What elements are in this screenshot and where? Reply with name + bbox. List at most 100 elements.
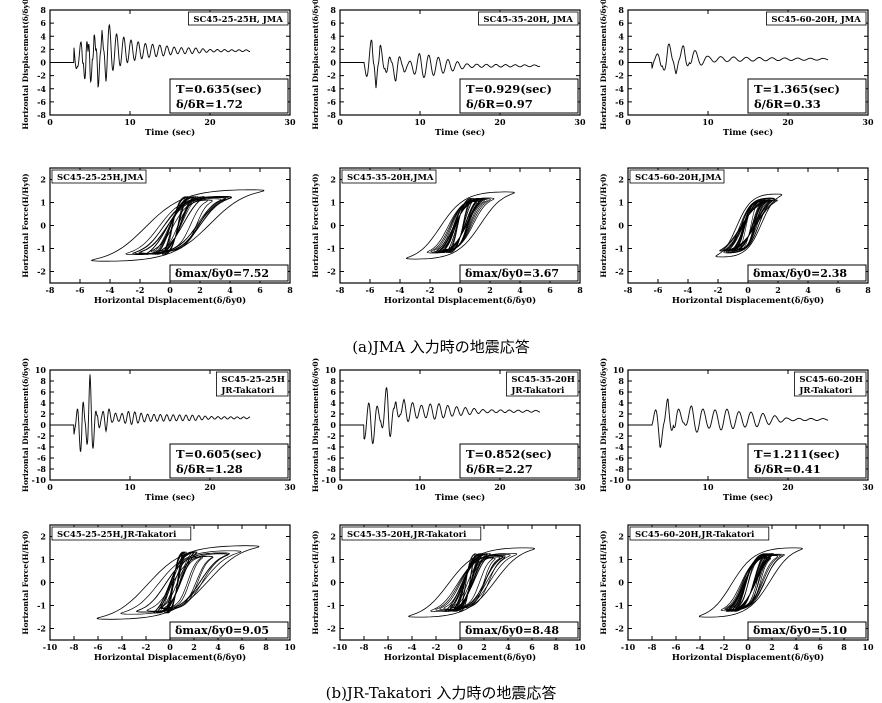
annotation-period: T=1.211(sec): [754, 447, 840, 461]
annotation-ratio: δmax/δy0=3.67: [465, 267, 559, 280]
x-axis-label: Time (sec): [435, 492, 485, 503]
x-tick-label: 0: [625, 117, 631, 127]
y-tick-label: 4: [330, 398, 336, 408]
y-axis-label: Horizontal Force(H/Hy0): [21, 530, 30, 634]
x-axis-label: Time (sec): [723, 127, 773, 138]
y-tick-label: -6: [37, 97, 46, 107]
x-tick-label: 10: [862, 642, 874, 652]
y-tick-label: -4: [37, 84, 46, 94]
y-tick-label: -2: [37, 431, 46, 441]
x-tick-label: 2: [481, 642, 487, 652]
y-axis-label: Horizontal Displacement(δ/δy0): [21, 0, 30, 130]
y-tick-label: 4: [40, 398, 46, 408]
y-tick-label: 2: [618, 175, 624, 185]
y-tick-label: -2: [327, 71, 336, 81]
x-tick-label: 30: [862, 482, 874, 492]
y-tick-label: -10: [322, 475, 337, 485]
x-tick-label: -4: [396, 285, 405, 295]
annotation-ratio: δmax/δy0=8.48: [465, 624, 559, 637]
x-tick-label: -4: [408, 642, 417, 652]
x-tick-label: -6: [654, 285, 663, 295]
y-tick-label: 2: [330, 44, 336, 54]
x-tick-label: 2: [191, 642, 197, 652]
y-tick-label: 1: [40, 198, 46, 208]
y-tick-label: 8: [618, 376, 624, 386]
x-axis-label: Time (sec): [723, 492, 773, 503]
y-tick-label: -2: [615, 71, 624, 81]
x-tick-label: 6: [835, 285, 841, 295]
y-tick-label: -4: [615, 442, 624, 452]
x-axis-label: Horizontal Displacement(δ/δy0): [672, 295, 824, 306]
caption-b: (b)JR-Takatori 入力時の地震応答: [326, 684, 557, 702]
x-tick-label: 2: [197, 285, 203, 295]
y-tick-label: -2: [37, 71, 46, 81]
annotation-period: T=0.929(sec): [466, 82, 552, 96]
x-tick-label: 4: [215, 642, 221, 652]
y-axis-label: Horizontal Displacement(δ/δy0): [311, 0, 320, 130]
x-axis-label: Horizontal Displacement(δ/δy0): [94, 652, 246, 663]
x-tick-label: -6: [672, 642, 681, 652]
x-tick-label: 0: [745, 285, 751, 295]
chart-panel-a-th-2: -8-6-4-2024680 10 20 30Time (sec)Horizontal…: [311, 0, 586, 138]
x-tick-label: 30: [284, 117, 296, 127]
x-tick-label: -2: [720, 642, 729, 652]
chart-panel-a-th-3: -8-6-4-2024680 10 20 30Time (sec)Horizontal…: [599, 0, 874, 138]
x-tick-label: -2: [426, 285, 435, 295]
x-tick-label: 8: [263, 642, 269, 652]
series-line: [628, 399, 828, 447]
y-tick-label: -1: [37, 601, 46, 611]
chart-title: SC45-25-25H, JMA: [193, 15, 283, 25]
chart-subtitle: JR-Takatori: [798, 386, 853, 396]
y-tick-label: -8: [327, 464, 336, 474]
y-tick-label: 6: [330, 18, 336, 28]
x-tick-label: -2: [714, 285, 723, 295]
x-tick-label: 6: [239, 642, 245, 652]
y-tick-label: 2: [40, 44, 46, 54]
y-tick-label: -4: [327, 442, 336, 452]
x-tick-label: -10: [621, 642, 636, 652]
x-tick-label: -8: [648, 642, 657, 652]
annotation-ratio: δ/δR=0.97: [466, 97, 533, 111]
x-tick-label: -6: [384, 642, 393, 652]
x-tick-label: -6: [76, 285, 85, 295]
chart-panel-a-hy-3: -2 -1 0 1 2 -8 -6 -4 -2 0 2 4 6 8 Horizontal Displacem…: [599, 168, 871, 306]
y-tick-label: 0: [40, 58, 46, 68]
annotation-ratio: δ/δR=0.33: [754, 97, 821, 111]
y-tick-label: -4: [37, 442, 46, 452]
y-tick-label: 4: [330, 31, 336, 41]
y-tick-label: 1: [40, 555, 46, 565]
x-tick-label: 0: [167, 642, 173, 652]
annotation-ratio: δ/δR=0.41: [754, 462, 821, 476]
y-tick-label: 1: [618, 555, 624, 565]
y-tick-label: 0: [40, 578, 46, 588]
y-tick-label: 8: [618, 5, 624, 15]
x-tick-label: 30: [574, 482, 586, 492]
x-axis-label: Horizontal Displacement(δ/δy0): [384, 652, 536, 663]
y-tick-label: 0: [40, 221, 46, 231]
y-tick-label: -4: [327, 84, 336, 94]
y-tick-label: -10: [610, 475, 625, 485]
chart-panel-b-th-3: -10-8-6-4-202468100 10 20 30Time (sec)Horiz…: [599, 358, 874, 503]
y-tick-label: -6: [327, 453, 336, 463]
y-axis-label: Horizontal Force(H/Hy0): [311, 530, 320, 634]
x-tick-label: 30: [574, 117, 586, 127]
annotation-ratio: δmax/δy0=2.38: [753, 267, 847, 280]
x-axis-label: Time (sec): [145, 492, 195, 503]
chart-title: SC45-25-25H,JMA: [57, 173, 144, 183]
hysteresis-loop: [406, 192, 514, 259]
x-tick-label: 4: [227, 285, 233, 295]
x-tick-label: 0: [337, 117, 343, 127]
x-tick-label: -8: [70, 642, 79, 652]
x-tick-label: 8: [865, 285, 871, 295]
chart-subtitle: JR-Takatori: [510, 386, 565, 396]
y-tick-label: -6: [37, 453, 46, 463]
y-tick-label: 0: [330, 58, 336, 68]
hysteresis-core: [166, 552, 185, 613]
y-tick-label: 10: [613, 365, 625, 375]
y-tick-label: -2: [327, 267, 336, 277]
x-tick-label: 20: [494, 482, 506, 492]
y-tick-label: 0: [618, 221, 624, 231]
y-tick-label: -8: [37, 464, 46, 474]
x-tick-label: 10: [574, 642, 586, 652]
